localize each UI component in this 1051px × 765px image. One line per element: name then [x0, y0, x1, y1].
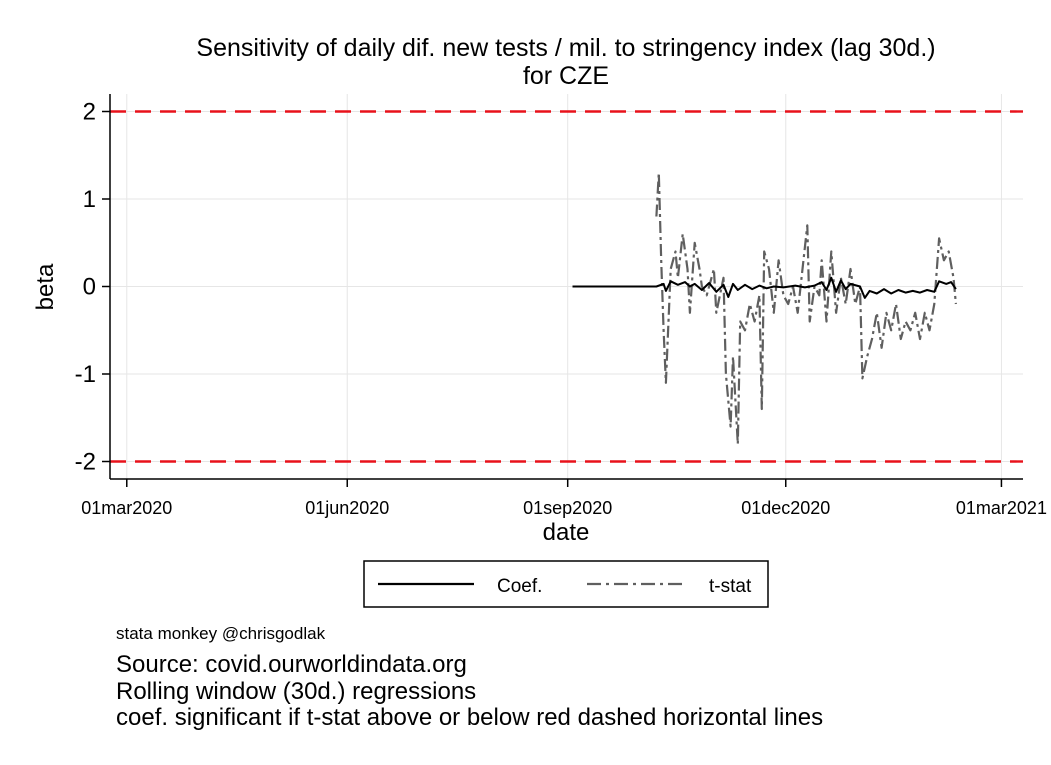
y-axis-label: beta [32, 263, 59, 310]
x-ticks: 01mar2020 01jun2020 01sep2020 01dec2020 01ma… [81, 479, 1047, 518]
chart-title-line-1: Sensitivity of daily dif. new tests / mi… [196, 34, 935, 62]
series-layer [572, 171, 957, 446]
x-tick-label: 01jun2020 [305, 498, 389, 518]
x-tick-label: 01sep2020 [523, 498, 612, 518]
method-note: Rolling window (30d.) regressions [116, 678, 477, 705]
chart-title-line-2: for CZE [523, 62, 609, 90]
legend: Coef. t-stat [363, 560, 769, 608]
series-line-coef [572, 276, 957, 299]
y-ticks: 2 1 0 -1 -2 [75, 99, 110, 476]
legend-label-coef: Coef. [497, 576, 542, 597]
x-tick-label: 01dec2020 [741, 498, 830, 518]
y-tick-label: 2 [83, 99, 96, 126]
x-tick-label: 01mar2021 [956, 498, 1047, 518]
significance-note: coef. significant if t-stat above or bel… [116, 704, 824, 731]
source-note: Source: covid.ourworldindata.org [116, 651, 467, 678]
reference-lines [110, 110, 1023, 463]
chart: Sensitivity of daily dif. new tests / mi… [32, 34, 1047, 608]
credit-note: stata monkey @chrisgodlak [116, 624, 326, 643]
x-tick-label: 01mar2020 [81, 498, 172, 518]
legend-label-tstat: t-stat [709, 576, 752, 597]
y-tick-label: -2 [75, 449, 96, 476]
y-tick-label: 1 [83, 186, 96, 213]
y-tick-label: 0 [83, 274, 96, 301]
series-line-tstat [655, 171, 957, 446]
y-tick-label: -1 [75, 361, 96, 388]
x-axis-label: date [543, 519, 590, 546]
